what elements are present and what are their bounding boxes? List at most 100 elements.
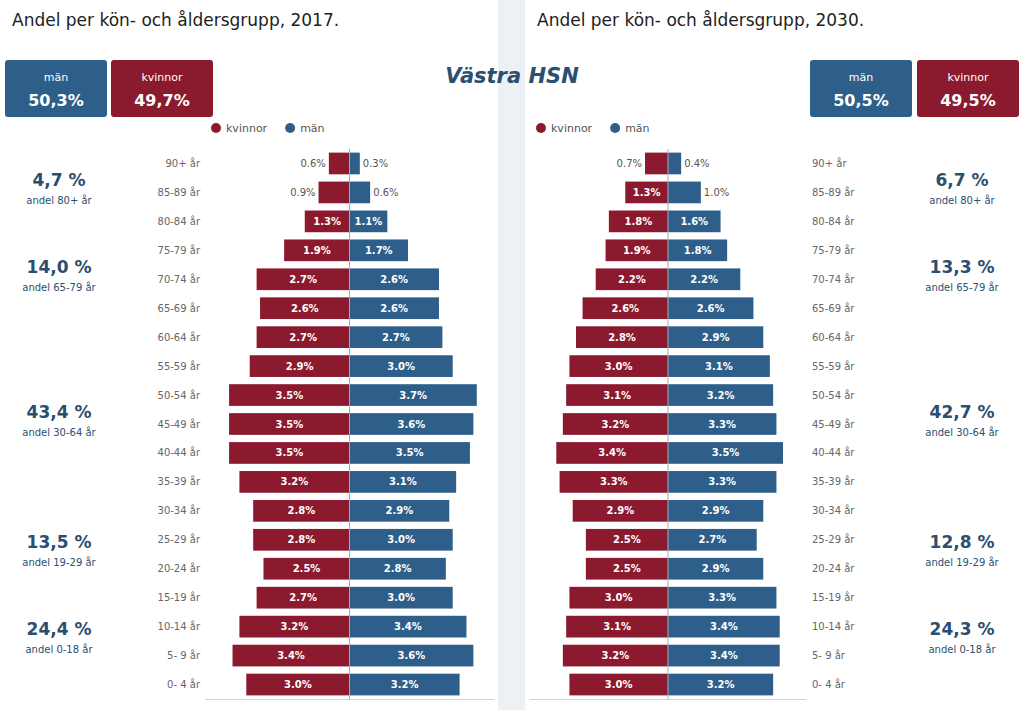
data-label: 3.6% — [398, 419, 426, 430]
share-box-label: kvinnor — [947, 71, 989, 84]
bar — [668, 297, 753, 319]
category-label: 10-14 år — [158, 620, 201, 632]
bar — [305, 211, 350, 233]
data-label: 3.1% — [705, 361, 733, 372]
annotation-value: 14,0 % — [27, 257, 92, 277]
category-label: 90+ år — [165, 157, 200, 169]
category-label: 30-34 år — [812, 504, 855, 516]
data-label: 2.9% — [702, 332, 730, 343]
annotation-value: 4,7 % — [32, 170, 85, 190]
data-label: 2.8% — [384, 563, 412, 574]
data-label: 2.6% — [611, 303, 639, 314]
data-label: 2.6% — [291, 303, 319, 314]
x-axis-line — [205, 699, 494, 700]
bars — [556, 153, 783, 696]
bar — [350, 211, 388, 233]
data-label: 0.3% — [363, 158, 388, 169]
annotation-label: andel 30-64 år — [925, 426, 999, 438]
bar — [239, 616, 349, 638]
data-label: 3.4% — [710, 621, 738, 632]
data-label: 2.7% — [289, 592, 317, 603]
data-label: 2.6% — [380, 274, 408, 285]
bar — [668, 211, 721, 233]
data-label: 2.7% — [382, 332, 410, 343]
annotation-value: 13,5 % — [27, 532, 92, 552]
category-label: 60-64 år — [158, 331, 201, 343]
bar — [229, 413, 349, 435]
bar — [668, 239, 727, 261]
data-label: 3.4% — [394, 621, 422, 632]
category-label: 15-19 år — [158, 591, 201, 603]
data-label: 3.3% — [708, 419, 736, 430]
data-label: 2.2% — [618, 274, 646, 285]
data-label: 3.2% — [281, 621, 309, 632]
data-label: 3.4% — [710, 650, 738, 661]
data-labels: 0.7%1.3%1.8%1.9%2.2%2.6%2.8%3.0%3.1%3.2%… — [598, 158, 739, 690]
share-box — [5, 60, 107, 117]
center-title: Västra HSN — [445, 64, 579, 88]
bar — [668, 558, 763, 580]
bar — [668, 442, 783, 464]
share-box-value: 49,7% — [134, 91, 190, 110]
panel-background — [525, 0, 1024, 710]
data-label: 2.5% — [613, 534, 641, 545]
bar — [668, 355, 770, 377]
bar — [566, 616, 668, 638]
data-label: 3.3% — [708, 592, 736, 603]
share-box-label: män — [44, 71, 68, 84]
data-label: 1.3% — [633, 187, 661, 198]
annotation-value: 13,3 % — [930, 257, 995, 277]
category-label: 45-49 år — [158, 418, 201, 430]
bar — [350, 268, 439, 290]
legend-label: kvinnor — [551, 122, 593, 135]
annotation-label: andel 19-29 år — [22, 556, 96, 568]
category-label: 65-69 år — [812, 302, 855, 314]
bar — [229, 384, 349, 406]
category-label: 65-69 år — [158, 302, 201, 314]
annotation-label: andel 65-79 år — [22, 281, 96, 293]
data-label: 1.6% — [680, 216, 708, 227]
bar — [284, 239, 349, 261]
data-label: 3.4% — [277, 650, 305, 661]
bar — [668, 384, 773, 406]
bar — [596, 268, 668, 290]
data-label: 1.7% — [365, 245, 393, 256]
category-label: 50-54 år — [812, 389, 855, 401]
legend-swatch — [285, 123, 295, 133]
category-label: 0- 4 år — [167, 678, 201, 690]
annotation-value: 12,8 % — [930, 532, 995, 552]
data-label: 1.3% — [313, 216, 341, 227]
share-box — [917, 60, 1019, 117]
bar — [350, 355, 453, 377]
category-label: 85-89 år — [812, 186, 855, 198]
bar — [668, 500, 763, 522]
bar — [566, 384, 668, 406]
data-label: 3.0% — [605, 361, 633, 372]
data-label: 2.6% — [697, 303, 725, 314]
bar — [586, 558, 668, 580]
category-label: 10-14 år — [812, 620, 855, 632]
category-label: 5- 9 år — [812, 649, 846, 661]
legend-swatch — [211, 123, 221, 133]
bar — [350, 674, 460, 696]
legend: kvinnormän — [211, 122, 325, 135]
data-label: 3.5% — [275, 447, 303, 458]
data-label: 2.8% — [287, 534, 315, 545]
bar — [586, 529, 668, 551]
annotation-label: andel 0-18 år — [25, 643, 93, 655]
bar — [668, 182, 701, 204]
bar — [350, 239, 408, 261]
bars — [229, 153, 477, 696]
bar — [350, 153, 360, 175]
bar — [350, 587, 453, 609]
bar — [569, 587, 668, 609]
category-label: 60-64 år — [812, 331, 855, 343]
legend-label: kvinnor — [226, 122, 268, 135]
data-label: 3.1% — [389, 476, 417, 487]
bar — [319, 182, 350, 204]
data-label: 1.9% — [623, 245, 651, 256]
data-label: 3.0% — [284, 679, 312, 690]
bar — [350, 297, 439, 319]
bar — [668, 153, 681, 175]
panel: Andel per kön- och åldersgrupp, 2030.män… — [525, 0, 1024, 710]
